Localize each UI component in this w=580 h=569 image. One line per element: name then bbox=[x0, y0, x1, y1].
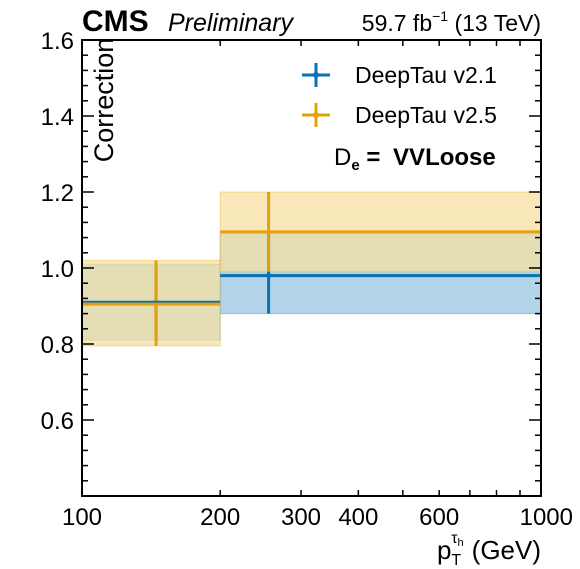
x-label-p: p bbox=[437, 535, 451, 565]
y-ticks: 0.6 0.8 1.0 1.2 1.4 1.6 bbox=[41, 28, 541, 497]
lumi-value: 59.7 fb bbox=[362, 10, 432, 36]
working-point-label: De = VVLoose bbox=[334, 144, 496, 174]
y-tick-label: 1.0 bbox=[41, 256, 74, 283]
d-subscript: e bbox=[351, 157, 359, 174]
y-tick-label: 0.6 bbox=[41, 408, 74, 435]
legend-label-v21: DeepTau v2.1 bbox=[355, 62, 497, 88]
x-tick-label: 200 bbox=[200, 504, 240, 531]
plot-area: 0.6 0.8 1.0 1.2 1.4 1.6 100 200 300 400 600 1000 bbox=[41, 28, 573, 531]
central-lines bbox=[82, 230, 541, 306]
legend: DeepTau v2.1 DeepTau v2.5 bbox=[302, 62, 497, 128]
d-equals: = bbox=[360, 144, 387, 171]
x-label-sub: T bbox=[451, 552, 461, 569]
legend-dot-v25 bbox=[313, 112, 319, 118]
working-point-name: VVLoose bbox=[393, 144, 496, 171]
x-label-unit: (GeV) bbox=[472, 535, 541, 565]
lumi-exponent: −1 bbox=[432, 8, 448, 24]
y-tick-label: 1.2 bbox=[41, 180, 74, 207]
x-axis-label: pTτh (GeV) bbox=[437, 530, 541, 569]
y-tick-label: 1.4 bbox=[41, 104, 74, 131]
y-tick-label: 1.6 bbox=[41, 28, 74, 55]
x-tick-label: 400 bbox=[338, 504, 378, 531]
legend-label-v25: DeepTau v2.5 bbox=[355, 102, 497, 128]
lumi-energy: (13 TeV) bbox=[448, 10, 541, 36]
x-tick-label: 300 bbox=[281, 504, 321, 531]
cms-label: CMS bbox=[82, 5, 149, 38]
x-tick-label: 600 bbox=[419, 504, 459, 531]
lumi-label: 59.7 fb−1 (13 TeV) bbox=[362, 8, 541, 36]
y-tick-label: 0.8 bbox=[41, 332, 74, 359]
x-ticks: 100 200 300 400 600 1000 bbox=[62, 40, 573, 531]
x-tick-label: 100 bbox=[62, 504, 102, 531]
preliminary-label: Preliminary bbox=[168, 9, 295, 37]
legend-dot-v21 bbox=[313, 72, 319, 78]
x-tick-label: 1000 bbox=[520, 504, 573, 531]
x-label-supsub: h bbox=[458, 537, 464, 549]
uncertainty-bands bbox=[81, 191, 542, 347]
y-axis-label: Correction bbox=[89, 38, 119, 163]
d-symbol: D bbox=[334, 144, 351, 171]
x-label-sup: τ bbox=[451, 530, 458, 547]
